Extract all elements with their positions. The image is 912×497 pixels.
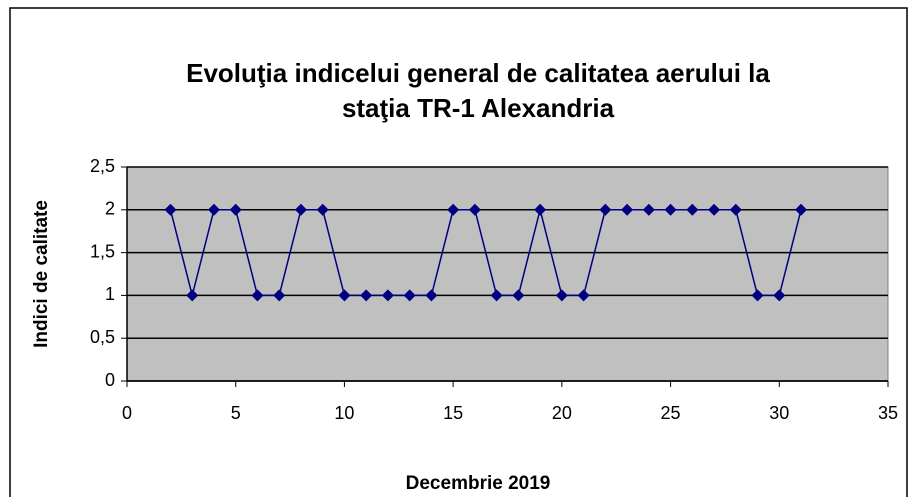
data-point	[795, 203, 808, 216]
data-point	[512, 289, 525, 302]
y-tick-label: 2	[105, 199, 115, 219]
data-point	[664, 203, 677, 216]
x-tick-label: 0	[122, 403, 132, 423]
y-tick-label: 0	[105, 370, 115, 390]
data-point	[251, 289, 264, 302]
data-point	[403, 289, 416, 302]
chart-title: staţia TR-1 Alexandria	[342, 93, 615, 123]
data-point	[686, 203, 699, 216]
plot-area	[126, 166, 889, 382]
data-point	[751, 289, 764, 302]
x-tick-label: 5	[231, 403, 241, 423]
data-point	[773, 289, 786, 302]
data-point	[425, 289, 438, 302]
data-point	[360, 289, 373, 302]
data-point	[577, 289, 590, 302]
data-point	[642, 203, 655, 216]
data-point	[490, 289, 503, 302]
y-tick-label: 1	[105, 284, 115, 304]
data-point	[273, 289, 286, 302]
x-tick-label: 35	[878, 403, 898, 423]
data-point	[468, 203, 481, 216]
data-point	[599, 203, 612, 216]
data-point	[164, 203, 177, 216]
x-tick-label: 30	[769, 403, 789, 423]
data-point	[338, 289, 351, 302]
x-tick-label: 20	[552, 403, 572, 423]
x-tick-label: 15	[443, 403, 463, 423]
data-point	[186, 289, 199, 302]
y-axis-title: Indici de calitate	[31, 200, 52, 348]
data-point	[207, 203, 220, 216]
data-point	[229, 203, 242, 216]
data-point	[555, 289, 568, 302]
data-point	[294, 203, 307, 216]
x-tick-label: 10	[334, 403, 354, 423]
y-tick-label: 0,5	[90, 327, 115, 347]
x-axis-title: Decembrie 2019	[406, 473, 551, 494]
data-point	[708, 203, 721, 216]
x-tick-label: 25	[661, 403, 681, 423]
data-point	[447, 203, 460, 216]
data-point	[534, 203, 547, 216]
data-point	[316, 203, 329, 216]
data-point	[729, 203, 742, 216]
y-tick-label: 2,5	[90, 156, 115, 176]
data-point	[381, 289, 394, 302]
chart-title: Evoluţia indicelui general de calitatea …	[186, 58, 770, 88]
data-point	[621, 203, 634, 216]
y-tick-label: 1,5	[90, 241, 115, 261]
